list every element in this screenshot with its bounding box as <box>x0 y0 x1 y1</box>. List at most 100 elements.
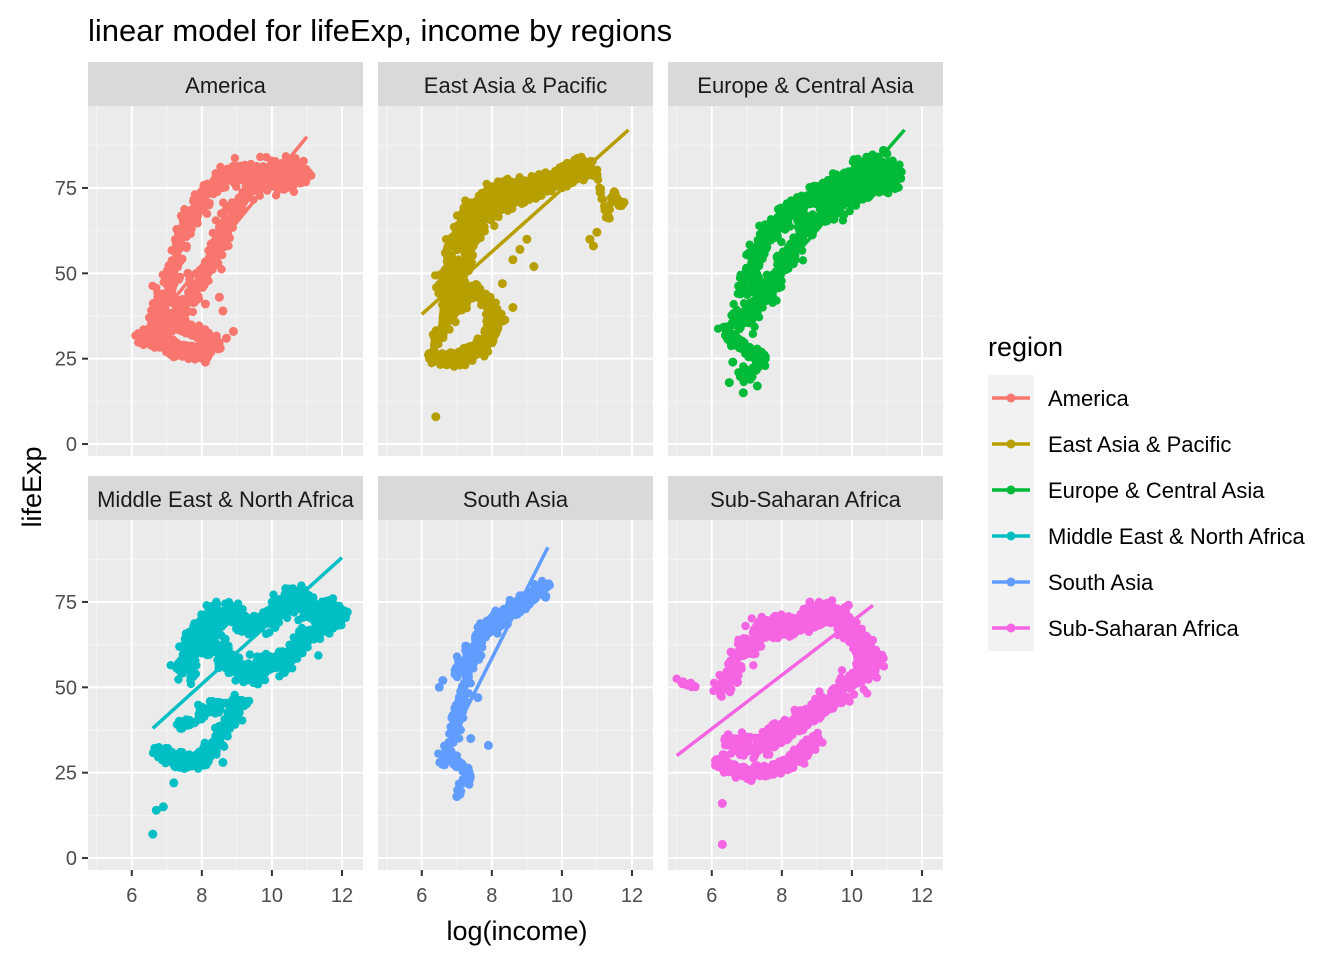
data-point <box>244 182 253 191</box>
data-point <box>476 214 485 223</box>
data-point <box>178 665 187 674</box>
data-point <box>139 340 148 350</box>
data-point <box>486 337 495 346</box>
data-point <box>478 334 487 343</box>
data-point <box>200 348 209 358</box>
data-point <box>196 203 205 213</box>
data-point <box>228 326 238 336</box>
data-point <box>471 234 481 243</box>
data-point <box>172 350 182 360</box>
data-point <box>759 278 768 287</box>
data-point <box>430 333 439 342</box>
data-point <box>887 169 896 179</box>
data-point <box>226 668 235 677</box>
data-point <box>225 173 235 183</box>
data-point <box>859 190 868 200</box>
data-point <box>197 338 206 348</box>
data-point <box>493 177 503 186</box>
data-point <box>214 175 224 184</box>
data-point <box>816 198 825 207</box>
data-layer <box>148 556 352 839</box>
data-point <box>213 628 222 638</box>
data-point <box>861 180 870 190</box>
data-point <box>256 152 265 162</box>
data-point <box>847 171 857 180</box>
data-point <box>527 181 536 190</box>
data-point <box>487 320 497 329</box>
data-point <box>798 256 808 265</box>
data-point <box>757 241 767 250</box>
data-point <box>227 603 237 613</box>
data-point <box>472 204 481 213</box>
data-point <box>600 205 609 215</box>
data-point <box>218 306 228 316</box>
data-point <box>777 237 786 247</box>
data-point <box>210 336 219 346</box>
data-point <box>543 170 552 179</box>
data-point <box>262 629 271 639</box>
data-point <box>191 669 201 678</box>
data-point <box>254 173 264 182</box>
data-point <box>229 200 238 209</box>
data-point <box>490 221 499 231</box>
data-point <box>203 612 212 622</box>
data-point <box>798 234 808 244</box>
data-point <box>290 165 300 174</box>
data-point <box>444 352 453 362</box>
data-point <box>852 191 861 201</box>
y-tick-label: 0 <box>66 434 77 456</box>
data-point <box>239 677 248 687</box>
data-point <box>163 343 172 352</box>
data-point <box>731 309 740 318</box>
data-point <box>518 199 527 208</box>
data-point <box>854 157 863 166</box>
data-point <box>855 167 864 176</box>
data-point <box>476 197 485 207</box>
data-point <box>244 624 254 633</box>
data-point <box>274 658 283 668</box>
panel-background <box>378 106 653 456</box>
data-point <box>194 275 203 284</box>
data-point <box>573 155 583 165</box>
data-point <box>171 254 181 263</box>
data-point <box>488 184 497 193</box>
data-point <box>191 330 201 339</box>
data-point <box>878 178 888 187</box>
data-point <box>747 243 757 253</box>
data-point <box>287 653 296 663</box>
data-point <box>223 643 233 652</box>
data-point <box>167 246 176 255</box>
data-point <box>798 199 808 208</box>
data-point <box>235 199 245 208</box>
data-point <box>267 163 277 172</box>
data-point <box>529 262 539 271</box>
data-point <box>152 283 161 293</box>
data-point <box>462 304 471 313</box>
data-point <box>587 165 596 174</box>
data-point <box>160 319 170 328</box>
data-point <box>255 660 264 669</box>
data-point <box>228 164 237 173</box>
data-point <box>838 216 848 225</box>
data-point <box>189 622 198 631</box>
data-point <box>888 176 897 186</box>
data-point <box>738 337 747 346</box>
data-point <box>230 153 240 163</box>
data-point <box>466 286 475 295</box>
data-point <box>434 280 444 289</box>
data-point <box>770 233 780 243</box>
data-point <box>325 606 334 615</box>
data-point <box>744 345 754 354</box>
data-point <box>267 654 277 663</box>
facet-strip <box>88 62 363 106</box>
panel-background <box>668 106 943 456</box>
data-point <box>208 188 217 197</box>
data-point <box>773 205 783 214</box>
data-point <box>188 307 197 317</box>
data-point <box>728 357 738 367</box>
data-point <box>191 650 200 660</box>
data-point <box>895 160 904 169</box>
data-point <box>501 315 510 325</box>
data-point <box>213 649 223 658</box>
data-point <box>749 264 758 273</box>
